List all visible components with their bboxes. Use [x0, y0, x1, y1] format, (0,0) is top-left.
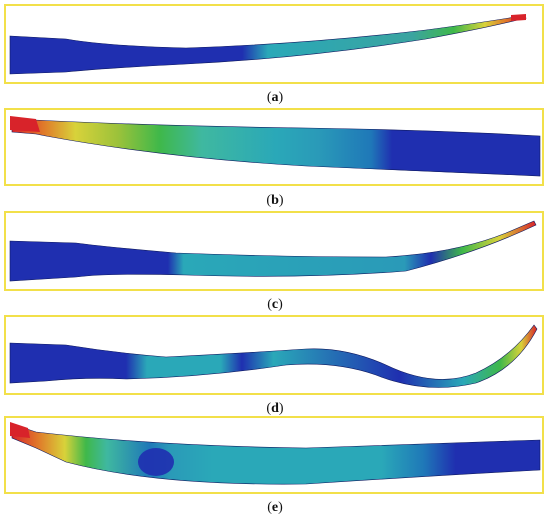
blade-shape-a [9, 14, 527, 75]
panel-d [4, 315, 544, 395]
blade-shape-d [9, 324, 538, 388]
caption-a: (a) [266, 90, 284, 105]
caption-b: (b) [266, 193, 284, 208]
caption-e: (e) [267, 500, 283, 515]
caption-c: (c) [267, 297, 283, 312]
blade-shape-c [9, 220, 537, 282]
panel-a [4, 4, 544, 84]
caption-d: (d) [266, 401, 284, 416]
panel-b [4, 108, 544, 186]
panel-e [4, 416, 544, 494]
panel-c [4, 211, 544, 291]
blade-shape-e [10, 422, 541, 485]
blade-shape-b [10, 116, 541, 177]
